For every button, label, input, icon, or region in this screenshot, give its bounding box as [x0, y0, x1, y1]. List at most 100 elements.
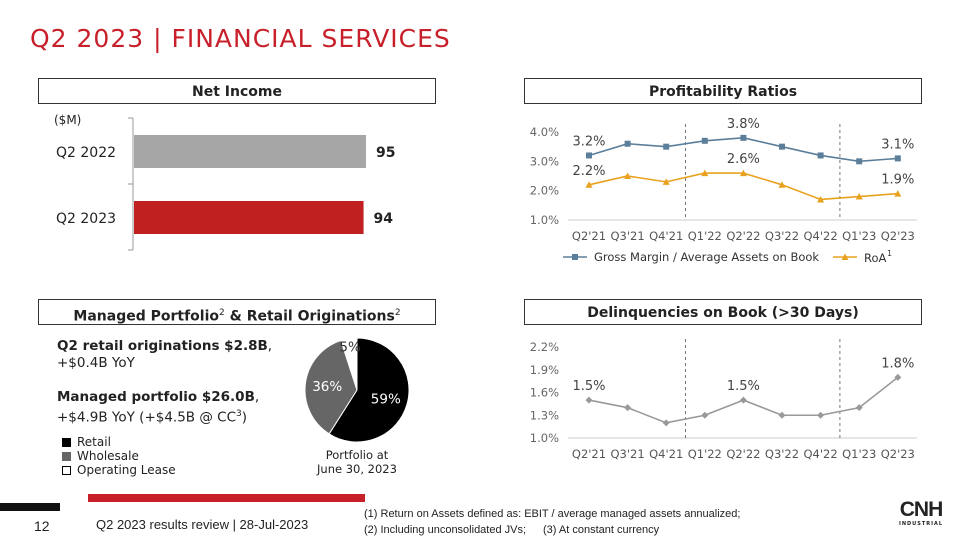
data-point — [739, 169, 747, 177]
x-tick-label: Q2'22 — [726, 229, 760, 243]
data-point — [856, 158, 863, 165]
footnote-1: (1) Return on Assets defined as: EBIT / … — [364, 508, 741, 520]
legend-operating-lease: Operating Lease — [62, 463, 176, 477]
x-tick-label: Q1'23 — [842, 229, 876, 243]
data-label: 1.5% — [572, 379, 605, 394]
y-tick-label: 2.2% — [530, 340, 559, 354]
bar — [134, 201, 364, 234]
x-tick-label: Q4'22 — [804, 447, 838, 461]
data-point — [894, 373, 902, 381]
x-tick-label: Q2'23 — [881, 229, 915, 243]
portfolio-summary: Q2 retail originations $2.8B, +$0.4B YoY… — [57, 338, 272, 427]
retail-originations-yoy: +$0.4B YoY — [57, 355, 135, 371]
x-tick-label: Q3'22 — [765, 447, 799, 461]
x-tick-label: Q2'21 — [572, 229, 606, 243]
comma: , — [254, 389, 260, 405]
data-label: 3.1% — [881, 137, 914, 152]
data-label: 3.8% — [727, 117, 760, 132]
retail-swatch — [62, 437, 71, 447]
footer-red-bar — [88, 494, 365, 502]
comma: , — [267, 338, 273, 354]
data-point — [701, 411, 709, 419]
legend-label: RoA — [864, 251, 887, 265]
pie-slice — [340, 337, 358, 391]
data-point — [624, 140, 631, 147]
y-tick-label: 1.9% — [530, 363, 559, 377]
data-point — [624, 172, 632, 179]
footer-black-bar — [0, 503, 60, 511]
data-point — [817, 411, 825, 419]
data-point — [779, 143, 785, 150]
x-tick-label: Q1'22 — [688, 447, 722, 461]
data-point — [739, 396, 747, 404]
cnh-logo: CNH INDUSTRIAL — [893, 498, 949, 528]
data-point — [778, 181, 786, 188]
y-tick-label: 2.0% — [530, 184, 559, 198]
x-tick-label: Q2'22 — [726, 447, 760, 461]
managed-portfolio: Managed portfolio $26.0B — [57, 389, 255, 405]
x-tick-label: Q2'21 — [572, 447, 606, 461]
legend-marker — [572, 254, 578, 260]
x-tick-label: Q4'21 — [649, 447, 683, 461]
pie-label: 59% — [371, 391, 401, 407]
x-tick-label: Q2'23 — [881, 447, 915, 461]
paren: ) — [241, 409, 248, 426]
data-label: 2.2% — [572, 164, 605, 179]
page-title: Q2 2023 | FINANCIAL SERVICES — [30, 24, 451, 53]
y-tick-label: 1.0% — [530, 213, 559, 227]
legend-label: Retail — [77, 435, 111, 449]
pie-slice — [328, 337, 410, 443]
y-tick-label: 3.0% — [530, 154, 559, 168]
legend-retail: Retail — [62, 435, 176, 449]
data-point — [701, 137, 708, 144]
bar-value: 95 — [376, 145, 395, 161]
legend-marker — [841, 253, 849, 260]
data-label: 2.6% — [727, 152, 760, 167]
footnote-ref: 2 — [394, 308, 401, 318]
data-label: 1.5% — [727, 379, 760, 394]
data-point — [585, 396, 593, 404]
wholesale-swatch — [62, 451, 71, 461]
bar — [134, 135, 366, 168]
series-line — [588, 172, 898, 201]
data-label: 3.2% — [572, 134, 605, 149]
pie-slice — [304, 339, 358, 435]
pie-caption: June 30, 2023 — [316, 462, 397, 476]
retail-originations: Q2 retail originations $2.8B — [57, 338, 268, 354]
legend-label: Gross Margin / Average Assets on Book — [594, 250, 819, 264]
y-tick-label: 1.3% — [530, 408, 559, 422]
bar-category: Q2 2023 — [56, 211, 116, 227]
net-income-header: Net Income — [38, 78, 436, 104]
y-tick-label: 1.0% — [530, 431, 559, 445]
data-point — [817, 195, 825, 203]
x-tick-label: Q4'21 — [649, 229, 683, 243]
data-label: 1.9% — [881, 173, 914, 188]
page-number: 12 — [34, 518, 50, 534]
portfolio-header-text: Managed Portfolio — [73, 308, 220, 325]
data-point — [855, 193, 863, 200]
y-tick-label: 4.0% — [530, 125, 559, 139]
bar-value: 94 — [374, 211, 394, 227]
pie-legend: Retail Wholesale Operating Lease — [62, 435, 176, 477]
pie-label: 36% — [312, 379, 342, 395]
data-point — [662, 419, 670, 427]
data-label: 1.8% — [881, 356, 914, 371]
data-point — [817, 152, 824, 159]
footnote-3: (3) At constant currency — [543, 524, 660, 536]
x-tick-label: Q1'23 — [842, 447, 876, 461]
lease-swatch — [62, 465, 71, 475]
pie-label: 5% — [339, 340, 361, 356]
logo-subtext: INDUSTRIAL — [898, 521, 944, 527]
legend-sup: 1 — [887, 249, 892, 258]
footer-review: Q2 2023 results review | 28-Jul-2023 — [96, 517, 309, 532]
footnote-ref: 2 — [219, 308, 225, 318]
data-point — [778, 411, 786, 419]
x-tick-label: Q1'22 — [688, 229, 722, 243]
legend-label: Wholesale — [77, 449, 139, 463]
data-point — [855, 404, 863, 412]
data-point — [894, 190, 902, 197]
pie-caption: Portfolio at — [326, 448, 389, 462]
logo-text: CNH — [899, 498, 944, 521]
